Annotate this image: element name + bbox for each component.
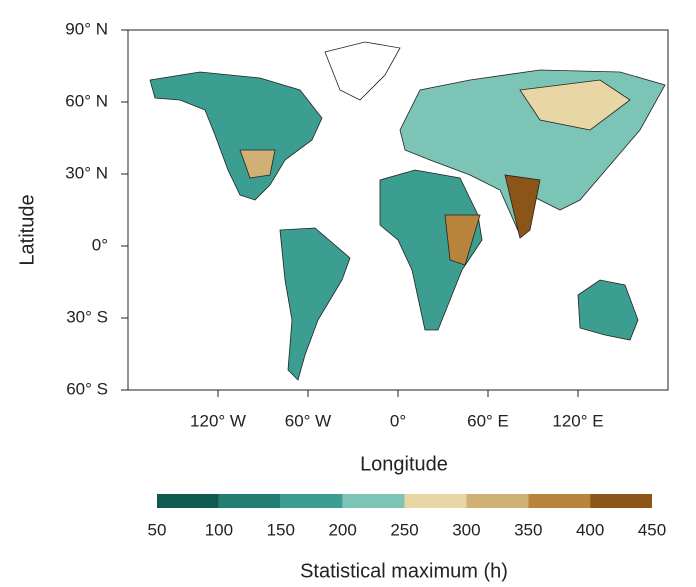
south-america [279, 227, 351, 381]
y-tick-label: 60° S [66, 379, 108, 398]
y-tick-label: 0° [92, 235, 108, 254]
colorbar-tick-label: 150 [267, 520, 295, 539]
india [504, 174, 541, 239]
greenland [324, 41, 401, 101]
y-tick-label: 60° N [65, 91, 108, 110]
colorbar-tick-label: 50 [148, 520, 167, 539]
north-america-central [239, 149, 276, 179]
y-tick-label: 30° S [66, 307, 108, 326]
north-america [149, 71, 323, 201]
colorbar-tick-label: 350 [514, 520, 542, 539]
colorbar-tick-label: 100 [205, 520, 233, 539]
colorbar-segment [342, 494, 405, 508]
x-tick-label: 0° [390, 411, 406, 430]
x-tick-label: 60° E [467, 411, 509, 430]
africa [379, 169, 483, 331]
x-axis-label: Longitude [360, 453, 448, 475]
colorbar-segment [590, 494, 652, 508]
colorbar-segment [528, 494, 591, 508]
siberia [519, 79, 631, 131]
colorbar-tick-label: 300 [452, 520, 480, 539]
east-africa [444, 214, 481, 266]
colorbar-segment [466, 494, 529, 508]
x-tick-label: 120° W [190, 411, 246, 430]
colorbar-segment [280, 494, 343, 508]
y-tick-label: 90° N [65, 19, 108, 38]
colorbar-tick-label: 200 [328, 520, 356, 539]
x-tick-label: 60° W [285, 411, 331, 430]
land [149, 41, 666, 381]
x-tick-label: 120° E [552, 411, 603, 430]
colorbar-segment [218, 494, 281, 508]
colorbar-tick-label: 250 [390, 520, 418, 539]
colorbar-segment [157, 494, 219, 508]
y-tick-label: 30° N [65, 163, 108, 182]
colorbar-tick-label: 450 [638, 520, 666, 539]
y-axis-label: Latitude [16, 194, 38, 265]
colorbar-segment [404, 494, 467, 508]
colorbar-tick-label: 400 [576, 520, 604, 539]
colorbar-label: Statistical maximum (h) [300, 560, 508, 582]
australia [577, 279, 639, 341]
